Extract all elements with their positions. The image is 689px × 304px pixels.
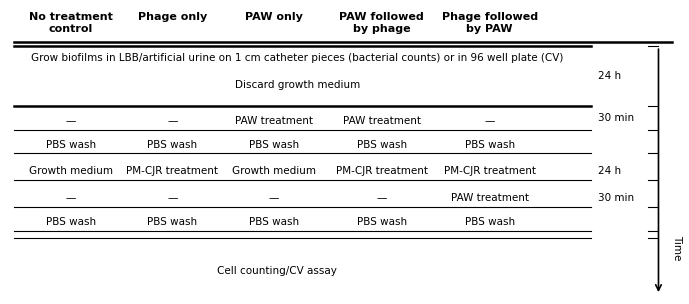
Text: PAW only: PAW only [245,12,302,22]
Text: —: — [376,193,387,203]
Text: 24 h: 24 h [597,71,621,81]
Text: PM-CJR treatment: PM-CJR treatment [126,166,218,176]
Text: —: — [167,116,178,126]
Text: Grow biofilms in LBB/artificial urine on 1 cm catheter pieces (bacterial counts): Grow biofilms in LBB/artificial urine on… [31,53,564,63]
Text: Growth medium: Growth medium [29,166,113,176]
Text: PBS wash: PBS wash [46,217,96,227]
Text: Growth medium: Growth medium [232,166,316,176]
Text: Cell counting/CV assay: Cell counting/CV assay [217,266,337,276]
Text: Discard growth medium: Discard growth medium [235,80,360,90]
Text: PAW treatment: PAW treatment [451,193,528,203]
Text: —: — [484,116,495,126]
Text: Phage only: Phage only [138,12,207,22]
Text: PBS wash: PBS wash [464,140,515,150]
Text: —: — [66,116,76,126]
Text: —: — [66,193,76,203]
Text: PAW treatment: PAW treatment [342,116,421,126]
Text: PAW followed
by phage: PAW followed by phage [339,12,424,33]
Text: 30 min: 30 min [597,113,634,123]
Text: Time: Time [672,235,682,260]
Text: 24 h: 24 h [597,166,621,176]
Text: PBS wash: PBS wash [357,217,407,227]
Text: PM-CJR treatment: PM-CJR treatment [336,166,428,176]
Text: PAW treatment: PAW treatment [234,116,313,126]
Text: No treatment
control: No treatment control [29,12,113,33]
Text: PBS wash: PBS wash [147,217,197,227]
Text: Phage followed
by PAW: Phage followed by PAW [442,12,537,33]
Text: PBS wash: PBS wash [249,140,298,150]
Text: 30 min: 30 min [597,193,634,203]
Text: PBS wash: PBS wash [249,217,298,227]
Text: PBS wash: PBS wash [46,140,96,150]
Text: PBS wash: PBS wash [147,140,197,150]
Text: PBS wash: PBS wash [464,217,515,227]
Text: PM-CJR treatment: PM-CJR treatment [444,166,535,176]
Text: PBS wash: PBS wash [357,140,407,150]
Text: —: — [167,193,178,203]
Text: —: — [269,193,279,203]
